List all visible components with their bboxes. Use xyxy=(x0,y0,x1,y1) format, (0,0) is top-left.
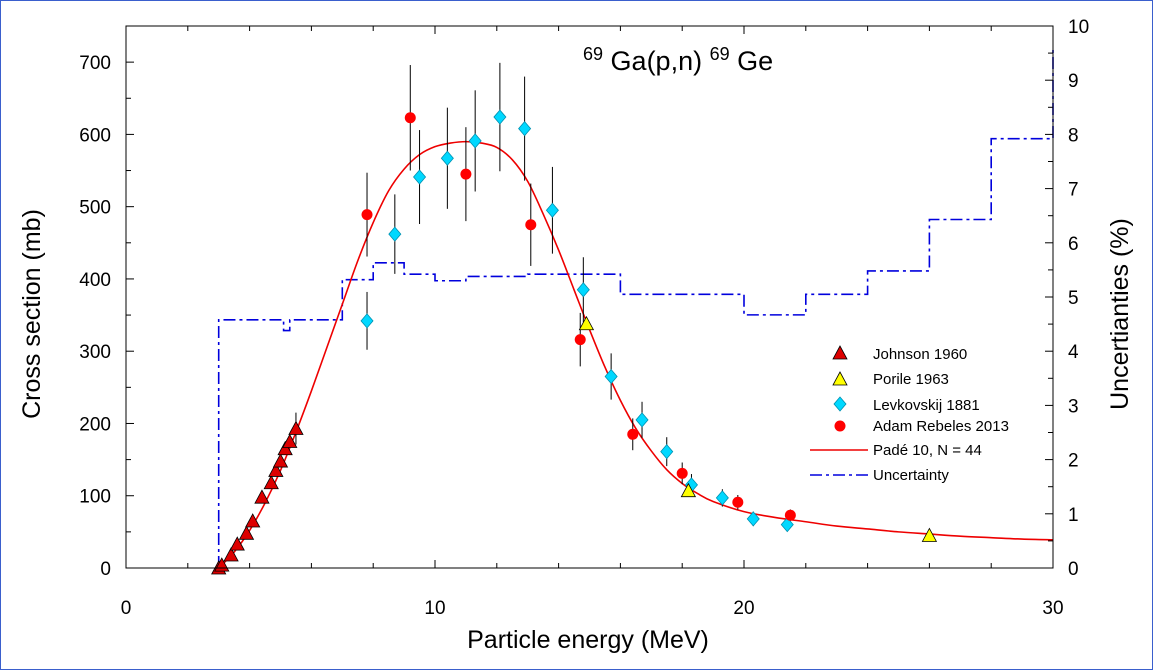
title-part: 69 xyxy=(583,44,603,64)
data-point-levkovskij xyxy=(660,444,674,460)
x-tick-label: 10 xyxy=(424,598,445,619)
legend-label-uncertainty: Uncertainty xyxy=(873,467,949,484)
legend-marker-adam xyxy=(834,420,846,432)
y-tick-label: 300 xyxy=(79,342,111,363)
x-tick-label: 20 xyxy=(733,598,754,619)
data-point-levkovskij xyxy=(413,169,427,185)
data-point-porile xyxy=(680,482,697,498)
data-point-levkovskij xyxy=(576,282,590,298)
y2-tick-label: 5 xyxy=(1068,288,1079,309)
y2-tick-label: 1 xyxy=(1068,505,1079,526)
data-point-levkovskij xyxy=(468,133,482,149)
data-point-adam xyxy=(361,209,373,221)
data-point-johnson xyxy=(238,525,255,540)
y2-axis-title: Uncertianties (%) xyxy=(1106,218,1134,410)
legend: Johnson 1960 Porile 1963 Levkovskij 1881… xyxy=(810,345,1009,484)
y-axis-title: Cross section (mb) xyxy=(18,209,46,419)
data-point-levkovskij xyxy=(746,511,760,527)
data-point-johnson xyxy=(245,513,261,528)
data-point-johnson xyxy=(223,547,239,562)
y-tick-label: 0 xyxy=(100,559,111,580)
data-point-adam xyxy=(574,334,586,346)
data-point-johnson xyxy=(254,489,270,504)
data-point-johnson xyxy=(268,462,284,477)
data-point-levkovskij xyxy=(780,517,794,533)
y2-tick-label: 10 xyxy=(1068,17,1089,38)
data-point-adam xyxy=(525,219,537,231)
y-tick-label: 600 xyxy=(79,125,111,146)
data-point-adam xyxy=(404,112,416,124)
data-point-johnson xyxy=(277,440,293,456)
y2-tick-label: 0 xyxy=(1068,559,1079,580)
legend-marker-levkovskij xyxy=(833,396,847,412)
title-part: Ga(p,n) xyxy=(611,46,703,76)
x-tick-label: 0 xyxy=(121,598,132,619)
legend-marker-johnson xyxy=(832,345,848,360)
data-point-adam xyxy=(460,168,472,180)
legend-marker-porile xyxy=(832,371,848,386)
data-point-levkovskij xyxy=(545,202,559,218)
data-point-johnson xyxy=(282,433,298,448)
data-point-johnson xyxy=(263,474,279,490)
data-point-levkovskij xyxy=(388,226,402,242)
y-tick-label: 700 xyxy=(79,53,111,74)
data-point-levkovskij xyxy=(493,109,507,125)
chart-title: 69 Ga(p,n) 69 Ge xyxy=(583,36,773,76)
data-point-adam xyxy=(627,428,639,440)
title-part: 69 xyxy=(710,44,730,64)
legend-label-pade: Padé 10, N = 44 xyxy=(873,442,982,459)
data-point-levkovskij xyxy=(518,121,532,137)
legend-label-adam: Adam Rebeles 2013 xyxy=(873,418,1009,435)
data-point-johnson xyxy=(272,453,289,468)
legend-label-levkovskij: Levkovskij 1881 xyxy=(873,397,980,414)
data-point-levkovskij xyxy=(360,313,374,329)
y2-tick-label: 4 xyxy=(1068,342,1079,363)
y2-tick-label: 3 xyxy=(1068,396,1079,417)
y-tick-label: 200 xyxy=(79,414,111,435)
x-tick-label: 30 xyxy=(1042,598,1063,619)
legend-label-johnson: Johnson 1960 xyxy=(873,346,967,363)
title-part: Ge xyxy=(737,46,773,76)
uncertainty-line xyxy=(217,47,1054,568)
y2-tick-label: 2 xyxy=(1068,451,1079,472)
y-tick-label: 500 xyxy=(79,198,111,219)
data-point-adam xyxy=(676,467,688,479)
y-tick-label: 400 xyxy=(79,270,111,291)
data-point-johnson xyxy=(229,536,245,551)
x-axis-title: Particle energy (MeV) xyxy=(467,626,709,654)
data-point-levkovskij xyxy=(604,368,618,385)
data-point-johnson xyxy=(288,420,304,435)
y2-tick-label: 9 xyxy=(1068,71,1079,92)
data-point-porile xyxy=(921,527,938,542)
pade-fit-curve xyxy=(218,140,1054,569)
data-point-levkovskij xyxy=(440,150,454,166)
data-point-levkovskij xyxy=(635,412,649,428)
data-point-levkovskij xyxy=(715,490,729,506)
y2-tick-label: 7 xyxy=(1068,180,1079,201)
y2-tick-label: 8 xyxy=(1068,125,1079,146)
data-point-porile xyxy=(578,315,595,331)
legend-label-porile: Porile 1963 xyxy=(873,371,949,388)
data-point-adam xyxy=(732,496,744,508)
y2-tick-label: 6 xyxy=(1068,234,1079,255)
data-point-adam xyxy=(784,509,796,521)
y-tick-label: 100 xyxy=(79,487,111,508)
